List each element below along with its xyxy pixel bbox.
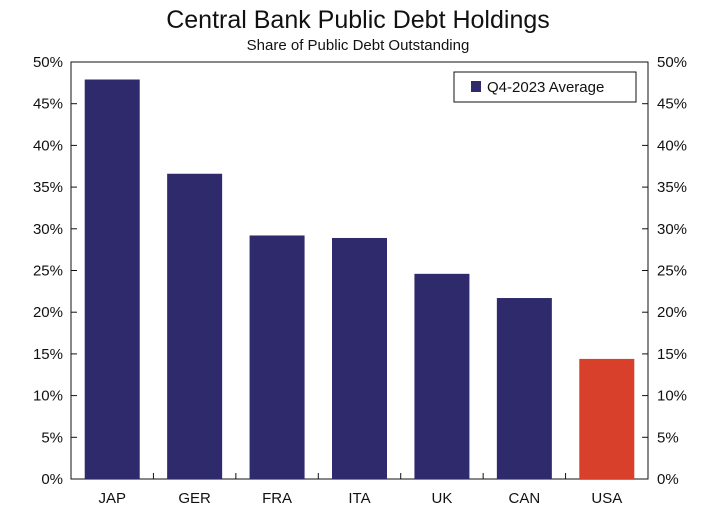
y-tick-label-left: 45% — [33, 96, 63, 113]
chart-subtitle: Share of Public Debt Outstanding — [247, 37, 470, 54]
bar-ita — [332, 237, 387, 479]
x-axis: JAP GER FRA ITA UK CAN USA — [98, 473, 622, 507]
x-tick-label: UK — [432, 490, 453, 507]
y-tick-label-left: 10% — [33, 388, 63, 405]
y-tick-label-left: 25% — [33, 263, 63, 280]
x-tick-label: GER — [178, 490, 211, 507]
y-tick-label-right: 40% — [657, 137, 687, 154]
bar-series — [84, 79, 635, 480]
x-tick-label: CAN — [509, 490, 541, 507]
y-tick-label-right: 50% — [657, 54, 687, 71]
bar-ger — [167, 173, 223, 480]
bar-usa — [579, 358, 635, 479]
y-axis-right: 0% 5% 10% 15% 20% 25% 30% 35% 40% 45% 50% — [642, 54, 687, 488]
y-axis-left: 0% 5% 10% 15% 20% 25% 30% 35% 40% 45% 50% — [33, 54, 77, 488]
x-tick-label: JAP — [98, 490, 126, 507]
bar-uk — [414, 273, 470, 479]
x-tick-label: USA — [591, 490, 622, 507]
y-tick-label-left: 0% — [41, 471, 63, 488]
y-tick-label-right: 15% — [657, 346, 687, 363]
x-tick-label: FRA — [262, 490, 292, 507]
y-tick-label-left: 40% — [33, 137, 63, 154]
y-tick-label-right: 0% — [657, 471, 679, 488]
y-tick-label-left: 20% — [33, 304, 63, 321]
y-tick-label-right: 10% — [657, 388, 687, 405]
y-tick-label-right: 35% — [657, 179, 687, 196]
y-tick-label-left: 5% — [41, 429, 63, 446]
legend-swatch — [471, 81, 481, 92]
y-tick-label-left: 30% — [33, 221, 63, 238]
bar-can — [496, 298, 552, 479]
legend: Q4-2023 Average — [453, 71, 637, 103]
bar-fra — [249, 235, 305, 479]
legend-box — [453, 71, 637, 103]
y-tick-label-right: 5% — [657, 429, 679, 446]
chart-title: Central Bank Public Debt Holdings — [166, 6, 550, 34]
bar-jap — [84, 79, 140, 479]
y-tick-label-left: 35% — [33, 179, 63, 196]
y-tick-label-left: 50% — [33, 54, 63, 71]
y-tick-label-left: 15% — [33, 346, 63, 363]
y-tick-label-right: 20% — [657, 304, 687, 321]
legend-label: Q4-2023 Average — [487, 79, 604, 96]
y-tick-label-right: 30% — [657, 221, 687, 238]
y-tick-label-right: 25% — [657, 263, 687, 280]
y-tick-label-right: 45% — [657, 96, 687, 113]
x-tick-label: ITA — [348, 490, 370, 507]
